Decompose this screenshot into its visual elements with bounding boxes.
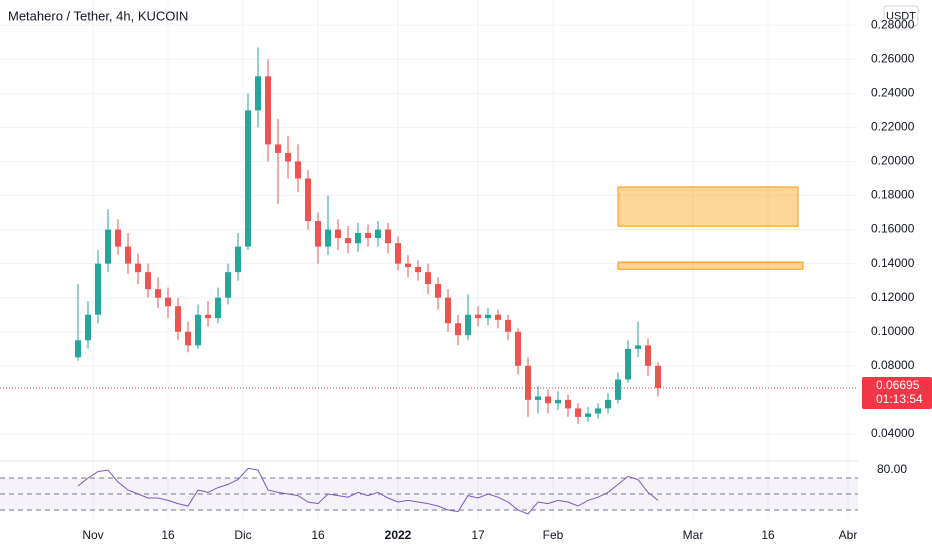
candle-body [95, 263, 101, 315]
candle-body [305, 178, 311, 222]
candle-body [605, 399, 611, 409]
candle-body [595, 408, 601, 414]
candle-body [105, 229, 111, 264]
x-tick-label: 16 [311, 528, 325, 542]
candle-body [315, 221, 321, 247]
x-tick-label: 16 [761, 528, 775, 542]
candle-body [535, 396, 541, 400]
candle-body [495, 314, 501, 320]
candle-body [135, 263, 141, 273]
candle-body [165, 297, 171, 307]
candle-body [415, 267, 421, 273]
x-tick-label: Dic [234, 528, 251, 542]
grid [0, 0, 858, 520]
y-tick-label: 0.24000 [871, 86, 915, 100]
candle-body [475, 314, 481, 319]
candle-body [485, 314, 491, 319]
candle-body [215, 297, 221, 319]
candle-body [405, 263, 411, 268]
candle-body [295, 161, 301, 179]
candle-body [155, 289, 161, 298]
candle-body [505, 319, 511, 332]
candle-body [355, 232, 361, 244]
chart-title: Metahero / Tether, 4h, KUCOIN [8, 8, 188, 23]
zone-box [617, 261, 804, 270]
candle-body [235, 246, 241, 273]
candle-body [575, 408, 581, 417]
candle-body [345, 238, 351, 244]
candle-body [585, 413, 591, 417]
plot [0, 47, 858, 515]
candle-body [365, 232, 371, 239]
x-tick-label: Abr [839, 528, 858, 542]
candle-body [455, 323, 461, 336]
y-tick-label: 0.22000 [871, 120, 915, 134]
candle-body [205, 314, 211, 319]
candle-body [645, 345, 651, 366]
last-price-tag [862, 377, 932, 410]
candle-body [285, 152, 291, 162]
candle-body [265, 76, 271, 145]
x-tick-label: 16 [161, 528, 175, 542]
y-tick-label: 0.14000 [871, 256, 915, 270]
last-price-label: 0.06695 [876, 378, 920, 392]
y-tick-label: 0.16000 [871, 222, 915, 236]
candle-body [195, 314, 201, 346]
zone-box [617, 186, 799, 227]
y-tick-label: 0.08000 [871, 358, 915, 372]
candle-body [395, 243, 401, 264]
candle-body [565, 399, 571, 409]
candle-body [75, 340, 81, 358]
candle-body [85, 314, 91, 341]
y-tick-label: 0.12000 [871, 290, 915, 304]
x-tick-label: 2022 [385, 528, 412, 542]
candle-body [435, 284, 441, 298]
candle-body [225, 272, 231, 298]
candle-body [175, 306, 181, 332]
candle-body [115, 229, 121, 247]
candle-body [465, 314, 471, 336]
candle-body [635, 345, 641, 349]
candle-body [185, 331, 191, 346]
candle-body [545, 396, 551, 404]
candle-body [385, 229, 391, 244]
candle-body [525, 365, 531, 400]
countdown-label: 01:13:54 [876, 392, 923, 406]
candle-body [515, 331, 521, 366]
candle-body [625, 348, 631, 380]
candle-body [245, 110, 251, 247]
y-tick-label: 0.26000 [871, 51, 915, 65]
candle-body [425, 272, 431, 285]
candle-body [335, 229, 341, 239]
candle-body [125, 246, 131, 264]
x-tick-label: Nov [82, 528, 103, 542]
y-tick-label: 0.10000 [871, 324, 915, 338]
candle-body [615, 379, 621, 400]
y-tick-label: 0.04000 [871, 426, 915, 440]
candle-body [375, 229, 381, 239]
y-tick-label: 0.28000 [871, 17, 915, 31]
currency-label: USDT [886, 10, 916, 22]
candle-body [325, 229, 331, 247]
currency-button[interactable] [883, 5, 919, 27]
candle-body [255, 76, 261, 111]
x-tick-label: 17 [471, 528, 485, 542]
y-tick-label: 80.00 [877, 462, 907, 476]
y-tick-label: 0.18000 [871, 188, 915, 202]
candle-body [445, 297, 451, 324]
y-tick-label: 0.20000 [871, 154, 915, 168]
candle-body [655, 365, 661, 388]
candle-body [275, 144, 281, 153]
candle-body [555, 399, 561, 404]
x-tick-label: Mar [683, 528, 704, 542]
x-tick-label: Feb [543, 528, 564, 542]
rsi-line [77, 467, 659, 515]
candle-body [145, 272, 151, 290]
